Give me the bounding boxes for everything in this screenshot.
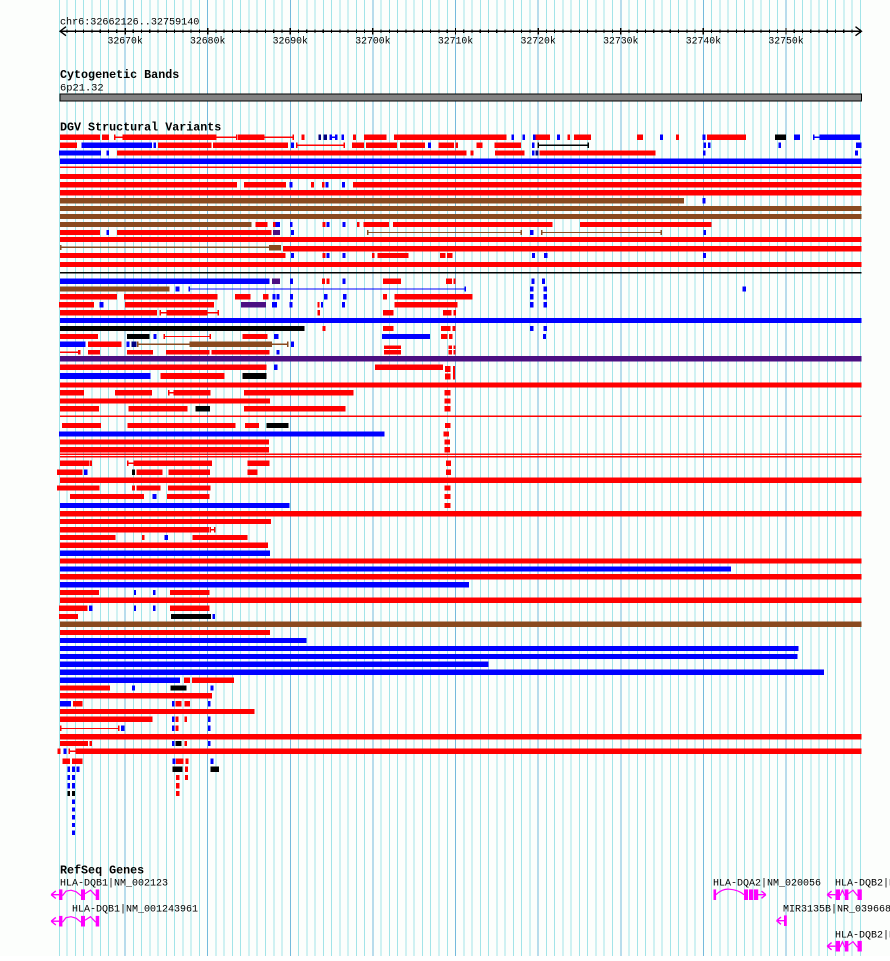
svg-text:32730k: 32730k (603, 36, 638, 47)
svg-text:32690k: 32690k (273, 36, 308, 47)
svg-text:HLA-DQB2|NM_00119: HLA-DQB2|NM_00119 (835, 878, 890, 890)
svg-text:DGV Structural Variants: DGV Structural Variants (60, 121, 221, 135)
svg-text:MIR3135B|NR_039668: MIR3135B|NR_039668 (783, 904, 890, 916)
svg-text:HLA-DQB1|NM_002123: HLA-DQB1|NM_002123 (60, 878, 168, 890)
svg-text:32680k: 32680k (190, 36, 225, 47)
svg-text:HLA-DQB2|NM_00119: HLA-DQB2|NM_00119 (835, 930, 890, 942)
svg-text:32700k: 32700k (355, 36, 390, 47)
svg-text:32720k: 32720k (520, 36, 555, 47)
svg-text:Cytogenetic Bands: Cytogenetic Bands (60, 68, 179, 82)
svg-text:HLA-DQA2|NM_020056: HLA-DQA2|NM_020056 (713, 878, 821, 890)
svg-text:32740k: 32740k (686, 36, 721, 47)
svg-text:32670k: 32670k (107, 36, 142, 47)
svg-text:RefSeq Genes: RefSeq Genes (60, 864, 144, 878)
svg-text:chr6:32662126..32759140: chr6:32662126..32759140 (60, 16, 199, 28)
svg-text:32750k: 32750k (768, 36, 803, 47)
svg-text:32710k: 32710k (438, 36, 473, 47)
svg-text:6p21.32: 6p21.32 (60, 83, 104, 95)
svg-text:HLA-DQB1|NM_001243961: HLA-DQB1|NM_001243961 (72, 904, 198, 916)
